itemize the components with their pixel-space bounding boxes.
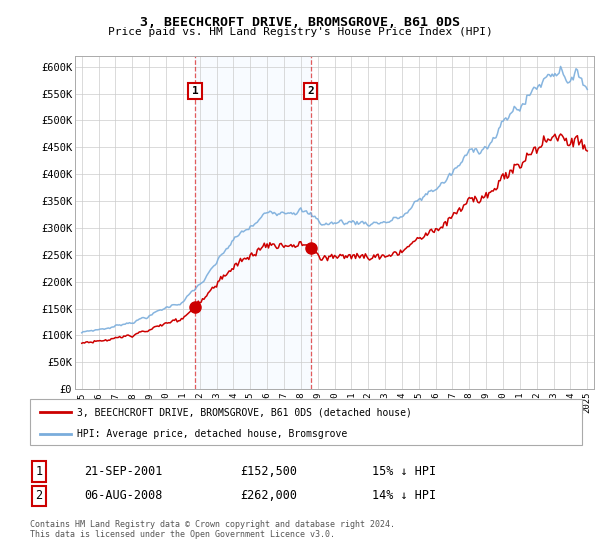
Text: 1: 1 bbox=[35, 465, 43, 478]
Text: Price paid vs. HM Land Registry's House Price Index (HPI): Price paid vs. HM Land Registry's House … bbox=[107, 27, 493, 37]
Text: 14% ↓ HPI: 14% ↓ HPI bbox=[372, 489, 436, 502]
Text: Contains HM Land Registry data © Crown copyright and database right 2024.
This d: Contains HM Land Registry data © Crown c… bbox=[30, 520, 395, 539]
Text: 15% ↓ HPI: 15% ↓ HPI bbox=[372, 465, 436, 478]
Text: 21-SEP-2001: 21-SEP-2001 bbox=[84, 465, 163, 478]
Text: 2: 2 bbox=[307, 86, 314, 96]
Text: 06-AUG-2008: 06-AUG-2008 bbox=[84, 489, 163, 502]
Text: 2: 2 bbox=[35, 489, 43, 502]
Text: £152,500: £152,500 bbox=[240, 465, 297, 478]
Text: HPI: Average price, detached house, Bromsgrove: HPI: Average price, detached house, Brom… bbox=[77, 429, 347, 438]
Text: 3, BEECHCROFT DRIVE, BROMSGROVE, B61 0DS (detached house): 3, BEECHCROFT DRIVE, BROMSGROVE, B61 0DS… bbox=[77, 407, 412, 417]
Text: 3, BEECHCROFT DRIVE, BROMSGROVE, B61 0DS: 3, BEECHCROFT DRIVE, BROMSGROVE, B61 0DS bbox=[140, 16, 460, 29]
Text: £262,000: £262,000 bbox=[240, 489, 297, 502]
Text: 1: 1 bbox=[191, 86, 199, 96]
Bar bbox=[195, 56, 311, 389]
